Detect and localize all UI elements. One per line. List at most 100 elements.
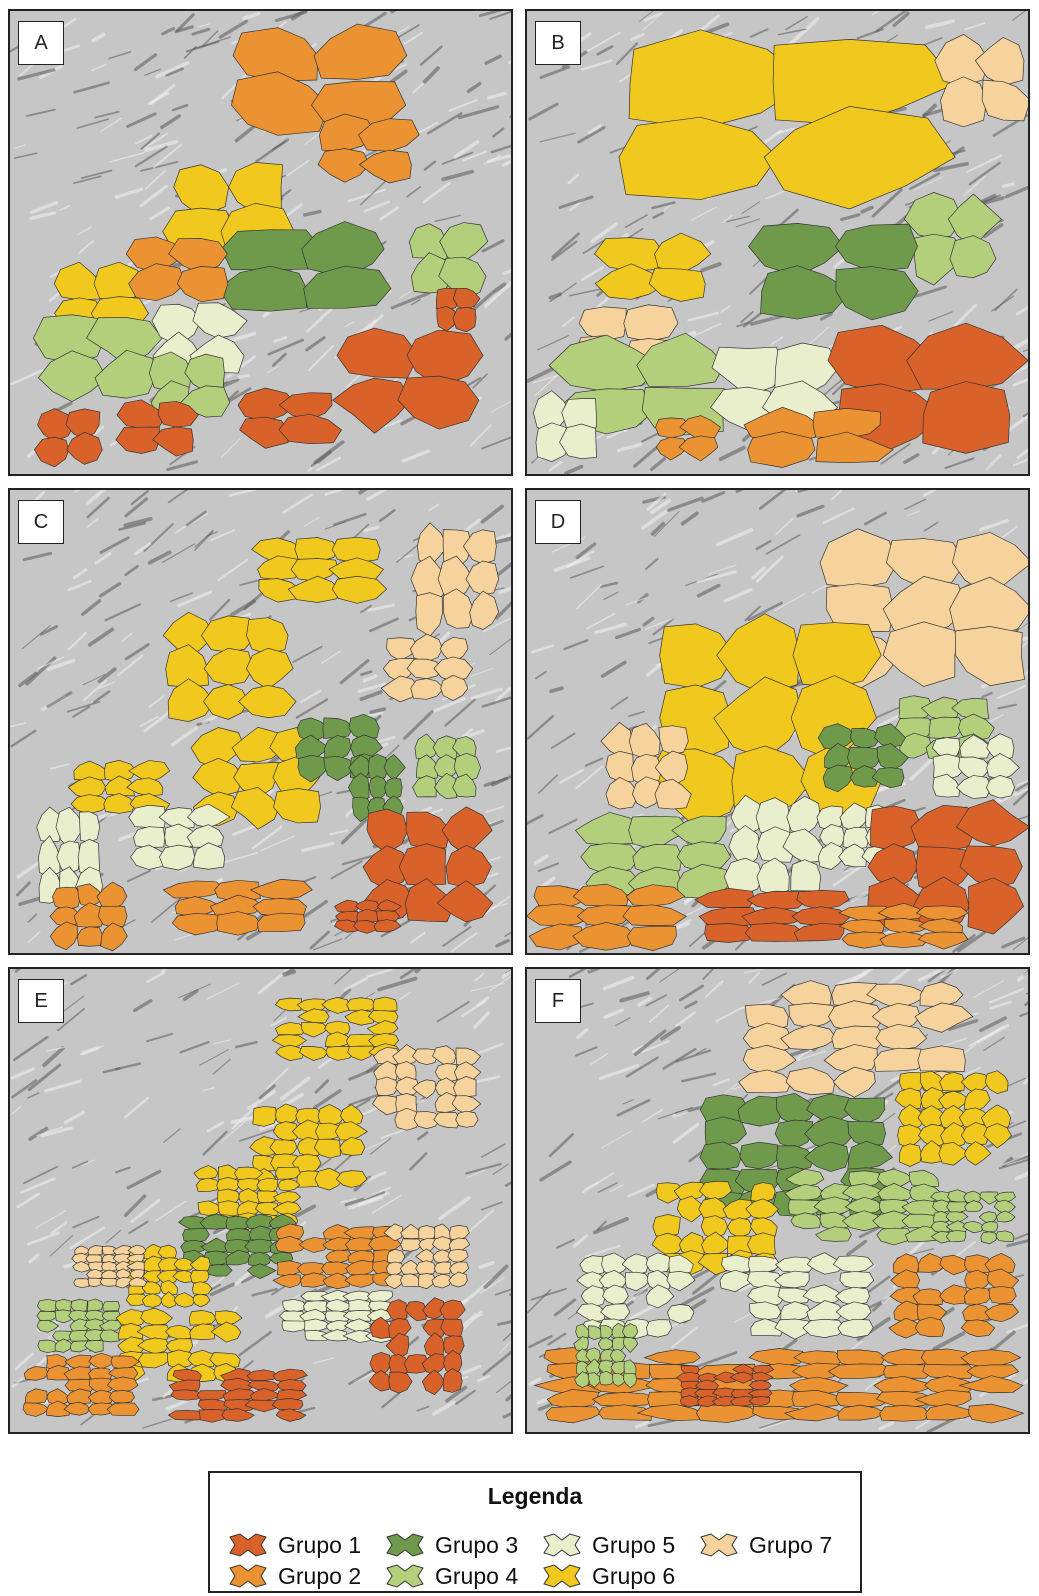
basin-zone-group-5 [955, 775, 992, 799]
basin-zone-group-3 [246, 1263, 277, 1280]
basin-zone-group-2 [625, 884, 686, 907]
basin-zone-group-2 [917, 931, 969, 950]
basin-zone-group-4 [628, 815, 691, 851]
legend-label-grupo-2: Grupo 2 [278, 1562, 362, 1589]
basin-zone-group-2 [276, 1260, 305, 1277]
basin-zone-group-3 [760, 265, 853, 320]
basin-zone-group-6 [193, 1165, 219, 1180]
basin-zone-group-6 [313, 1138, 341, 1159]
map-panel-d: D [525, 488, 1030, 955]
basin-zone-group-2 [893, 1300, 923, 1323]
basin-zone-group-1 [278, 413, 342, 445]
basin-zone-group-4 [841, 1210, 881, 1232]
basin-zone-group-1 [713, 1371, 738, 1383]
basin-zone-group-2 [100, 922, 128, 952]
basin-zone-group-4 [813, 1196, 855, 1216]
basin-zone-group-5 [302, 1300, 328, 1314]
basin-zone-group-2 [66, 1388, 93, 1404]
basin-zone-group-7 [386, 637, 419, 662]
basin-zone-group-6 [628, 29, 809, 130]
basin-zone-group-5 [774, 1270, 810, 1289]
basin-zone-group-4 [946, 1201, 970, 1214]
basin-zone-group-4 [949, 235, 997, 278]
basin-zone-group-2 [232, 27, 319, 82]
basin-zone-group-1 [397, 375, 480, 430]
basin-zone-group-2 [888, 1317, 925, 1339]
basin-zone-group-1 [406, 329, 484, 388]
basin-zone-group-5 [839, 1271, 875, 1289]
basin-zone-group-6 [939, 1071, 966, 1092]
basin-zone-group-5 [986, 753, 1020, 781]
basin-zone-group-6 [156, 1269, 178, 1285]
basin-zone-group-5 [320, 1329, 349, 1342]
basin-zone-group-7 [974, 36, 1025, 87]
legend-label-grupo-4: Grupo 4 [435, 1562, 519, 1589]
basin-zone-group-2 [231, 71, 330, 136]
basin-zone-group-5 [559, 423, 597, 460]
basin-zone-group-3 [699, 1141, 742, 1170]
grupo-2-swatch-icon [229, 1564, 267, 1588]
basin-zone-group-5 [780, 1301, 812, 1322]
basin-zone-group-5 [645, 1284, 675, 1309]
basin-zone-group-6 [963, 1088, 991, 1113]
basin-zone-group-1 [827, 324, 940, 394]
basin-zone-group-3 [776, 1145, 815, 1172]
basin-zone-group-2 [883, 1363, 935, 1379]
basin-zone-group-6 [233, 761, 279, 799]
basin-zone-group-1 [157, 400, 199, 428]
basin-zone-group-5 [325, 1298, 354, 1314]
basin-zone-group-2 [128, 263, 186, 302]
basin-zone-group-5 [282, 1298, 306, 1313]
basin-zone-group-5 [580, 1285, 606, 1309]
basin-zone-group-4 [981, 1221, 999, 1233]
basin-zone-group-2 [358, 118, 420, 152]
basin-zone-group-6 [301, 1021, 329, 1038]
basin-zone-group-2 [812, 408, 881, 439]
basin-zone-group-4 [844, 1196, 885, 1214]
basin-zone-group-1 [369, 1316, 391, 1339]
basin-zone-group-4 [979, 1191, 1000, 1205]
basin-zone-group-7 [875, 1023, 928, 1051]
basin-zone-group-4 [412, 775, 437, 798]
basin-zone-group-6 [325, 1046, 356, 1061]
basin-zone-group-6 [173, 1257, 196, 1272]
basin-zone-group-2 [546, 1389, 600, 1410]
basin-zone-group-6 [160, 1279, 179, 1296]
legend-label-grupo-7: Grupo 7 [749, 1531, 833, 1558]
basin-zone-group-1 [369, 1352, 392, 1377]
basin-zone-group-1 [906, 322, 1028, 390]
basin-zone-group-1 [277, 1379, 307, 1392]
basin-zone-group-7 [825, 583, 895, 633]
basin-zone-group-1 [168, 1379, 201, 1392]
basin-zone-group-6 [137, 1337, 170, 1355]
basin-zone-group-6 [297, 1008, 330, 1023]
basin-zone-group-1 [729, 1371, 756, 1384]
basin-zone-group-1 [198, 1409, 231, 1423]
basin-zone-group-7 [866, 983, 931, 1010]
basin-zone-group-4 [574, 1371, 590, 1388]
basin-zone-group-7 [451, 1095, 482, 1115]
basin-zone-group-7 [788, 1002, 837, 1029]
basin-zone-group-1 [741, 906, 810, 926]
basin-zone-group-1 [870, 805, 923, 851]
basin-zone-group-2 [879, 1404, 930, 1422]
basin-zone-group-6 [940, 1122, 967, 1149]
basin-zone-group-4 [597, 1337, 615, 1351]
legend-item-grupo-4: Grupo 4 [383, 1562, 518, 1590]
basin-zone-group-5 [842, 827, 870, 850]
basin-zone-group-1 [441, 806, 493, 857]
basin-zone-group-1 [152, 426, 194, 457]
basin-zone-group-1 [271, 1398, 304, 1411]
basin-zone-group-6 [920, 1086, 947, 1111]
basin-zone-group-7 [71, 1252, 91, 1265]
basin-zone-group-1 [436, 306, 459, 332]
basin-zone-group-3 [244, 1238, 275, 1255]
grupo-3-swatch-icon [386, 1533, 424, 1557]
basin-zone-group-2 [958, 1375, 1024, 1394]
basin-zone-group-7 [380, 675, 419, 703]
legend-item-grupo-7: Grupo 7 [697, 1531, 832, 1559]
basin-zone-group-6 [162, 611, 215, 661]
basin-zone-group-1 [250, 1387, 283, 1402]
basin-zone-group-7 [952, 532, 1028, 597]
basin-zone-group-4 [573, 1336, 589, 1352]
